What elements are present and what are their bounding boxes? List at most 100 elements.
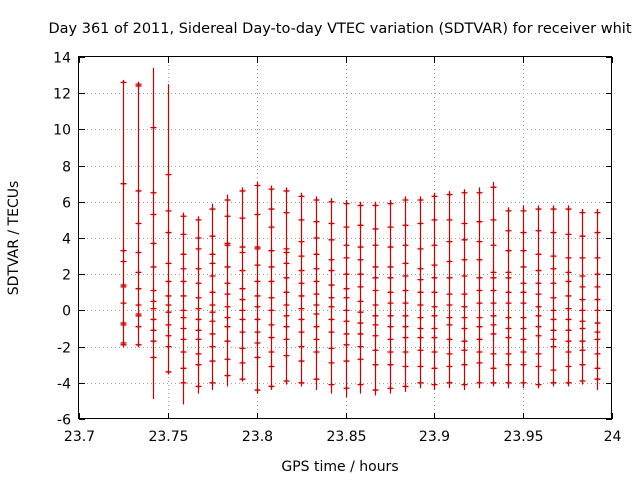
data-point: [357, 356, 364, 362]
data-point: [594, 255, 601, 261]
x-tick-label: 23.9: [419, 429, 450, 445]
y-axis-label: SDTVAR / TECUs: [6, 181, 22, 296]
data-point: [283, 302, 290, 308]
data-point: [283, 210, 290, 216]
data-point: [476, 287, 483, 293]
data-point: [579, 362, 586, 368]
data-point: [387, 300, 394, 306]
data-point: [195, 327, 202, 333]
data-point: [150, 338, 157, 344]
data-point: [505, 289, 512, 295]
data-point: [476, 239, 483, 245]
data-point: [254, 183, 261, 189]
data-point: [313, 278, 320, 284]
data-point: [565, 269, 572, 275]
data-point: [343, 318, 350, 324]
data-point: [402, 287, 409, 293]
data-point: [180, 266, 187, 272]
data-point: [505, 380, 512, 386]
data-point: [387, 336, 394, 342]
data-point: [520, 264, 527, 270]
data-point: [313, 376, 320, 382]
data-point: [446, 322, 453, 328]
data-point: [283, 313, 290, 319]
data-point: [150, 190, 157, 196]
data-point: [150, 298, 157, 304]
data-point: [579, 378, 586, 384]
y-tick-label: -2: [57, 341, 71, 357]
data-point: [431, 242, 438, 248]
data-point: [328, 295, 335, 301]
data-point: [357, 298, 364, 304]
data-point: [165, 322, 172, 328]
data-point: [490, 184, 497, 190]
data-point: [594, 336, 601, 342]
data-point: [357, 344, 364, 350]
data-point: [490, 217, 497, 223]
data-point: [565, 231, 572, 237]
data-point: [402, 364, 409, 370]
data-point: [579, 318, 586, 324]
data-point: [209, 251, 216, 257]
data-point: [417, 246, 424, 252]
data-point: [446, 239, 453, 245]
y-tick-label: 14: [53, 51, 71, 67]
data-point: [565, 206, 572, 212]
data-point: [402, 197, 409, 203]
data-point: [343, 255, 350, 261]
data-point: [150, 287, 157, 293]
data-point: [461, 190, 468, 196]
data-point: [150, 125, 157, 131]
data-point: [550, 367, 557, 373]
data-point: [476, 300, 483, 306]
data-point: [520, 248, 527, 254]
data-point: [209, 260, 216, 266]
data-point: [446, 364, 453, 370]
data-point: [446, 302, 453, 308]
data-point: [402, 313, 409, 319]
data-point: [180, 326, 187, 331]
data-point: [387, 224, 394, 230]
data-point: [372, 226, 379, 232]
data-point: [461, 304, 468, 310]
x-tick-label: 24: [604, 429, 622, 445]
data-point: [120, 322, 127, 328]
data-point: [505, 351, 512, 357]
data-point: [328, 329, 335, 335]
data-point: [298, 239, 305, 245]
data-point: [520, 280, 527, 286]
data-point: [490, 365, 497, 371]
data-point: [535, 206, 542, 212]
data-point: [565, 255, 572, 261]
data-point: [535, 280, 542, 286]
data-point: [431, 217, 438, 223]
data-point: [446, 291, 453, 297]
data-point: [431, 275, 438, 281]
data-point: [505, 315, 512, 321]
data-point: [239, 307, 246, 313]
data-point: [343, 307, 350, 313]
data-point: [520, 289, 527, 295]
data-point: [195, 336, 202, 342]
data-point: [180, 365, 187, 371]
data-point: [550, 336, 557, 342]
data-point: [165, 278, 172, 284]
data-point: [328, 304, 335, 310]
data-point: [535, 333, 542, 339]
data-point: [431, 349, 438, 355]
data-point: [209, 206, 216, 212]
data-point: [313, 235, 320, 241]
data-point: [520, 230, 527, 236]
data-point: [135, 83, 142, 89]
data-point: [180, 307, 187, 313]
data-point: [550, 266, 557, 272]
data-point: [417, 221, 424, 227]
data-point: [254, 329, 261, 335]
data-point: [150, 264, 157, 270]
data-point: [254, 278, 261, 284]
data-point: [313, 266, 320, 272]
data-point: [402, 242, 409, 248]
data-point: [520, 326, 527, 331]
data-point: [165, 208, 172, 214]
